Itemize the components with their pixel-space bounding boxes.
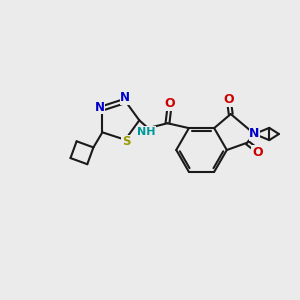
Text: N: N bbox=[120, 92, 130, 104]
Text: NH: NH bbox=[137, 127, 155, 137]
Text: O: O bbox=[164, 97, 175, 110]
Text: O: O bbox=[224, 93, 234, 106]
Text: N: N bbox=[94, 101, 104, 114]
Text: S: S bbox=[122, 135, 130, 148]
Text: N: N bbox=[249, 128, 260, 140]
Text: O: O bbox=[252, 146, 262, 159]
